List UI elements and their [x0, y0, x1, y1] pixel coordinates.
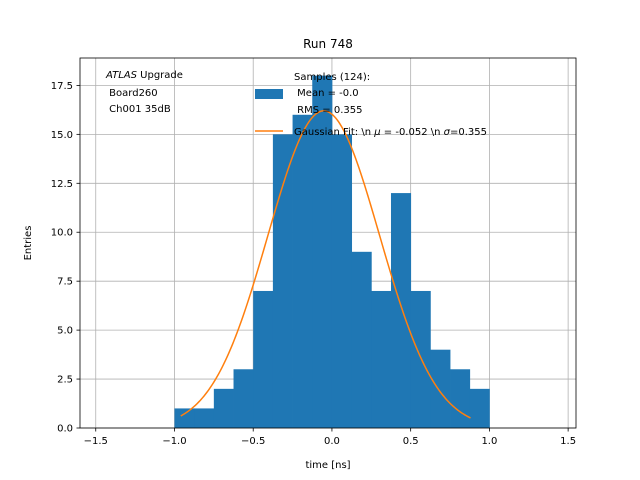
annotation-line-2: Board260 [106, 88, 158, 99]
histogram-bar [213, 388, 234, 428]
histogram-bar [351, 251, 372, 428]
plot-frame [79, 57, 577, 429]
x-tick-label: 0.5 [403, 436, 419, 447]
histogram-bar [371, 290, 392, 428]
y-tick-label: 17.5 [51, 81, 73, 92]
annotation-experiment: ATLAS [105, 70, 138, 81]
legend-fit-label-middle: = -0.052 \n [381, 127, 444, 138]
legend-histogram-line-3: RMS = 0.355 [294, 105, 362, 116]
legend-fit-label-suffix: =0.355 [450, 127, 487, 138]
histogram-bar [253, 290, 274, 428]
annotation-experiment-suffix: Upgrade [137, 70, 183, 81]
x-tick-label: 1.5 [560, 436, 576, 447]
annotation-box: ATLAS Upgrade Board260 Ch001 35dB [105, 70, 183, 115]
histogram-bar [390, 193, 412, 428]
legend-histogram-line-1: Samples (124): [294, 72, 370, 83]
x-tick-label: −1.5 [84, 436, 108, 447]
histogram-bar [430, 349, 451, 428]
legend-fit-label-prefix: Gaussian Fit: \n [294, 127, 374, 138]
y-tick-label: 7.5 [57, 277, 73, 288]
histogram-bars [174, 75, 490, 428]
annotation-line-1: ATLAS Upgrade [105, 70, 183, 81]
histogram-bar [174, 408, 195, 428]
legend-fit-label: Gaussian Fit: \n μ = -0.052 \n σ=0.355 [294, 127, 487, 138]
histogram-bar [469, 388, 490, 428]
legend: Samples (124): Mean = -0.0 RMS = 0.355 G… [255, 72, 487, 138]
histogram-bar [292, 114, 313, 428]
legend-histogram-line-2: Mean = -0.0 [294, 88, 359, 99]
histogram-bar [331, 134, 353, 428]
histogram-bar [312, 75, 333, 428]
axis-ticks: −1.5 −1.0 −0.5 0.0 0.5 1.0 1.5 0.0 2.5 5.0 7.5 10.0… [51, 81, 576, 447]
y-tick-label: 0.0 [57, 424, 73, 435]
histogram-bar [233, 369, 254, 428]
histogram-bar [272, 134, 293, 428]
chart-title: Run 748 [303, 37, 353, 51]
gaussian-fit-curve [180, 110, 471, 419]
y-tick-label: 10.0 [51, 228, 73, 239]
legend-histogram-swatch [255, 89, 283, 99]
y-tick-label: 12.5 [51, 179, 73, 190]
legend-fit-sigma-symbol: σ [444, 127, 451, 138]
x-tick-label: 0.0 [324, 436, 340, 447]
x-tick-label: −1.0 [162, 436, 186, 447]
x-tick-label: −0.5 [241, 436, 265, 447]
histogram-bar [450, 369, 471, 428]
x-axis-label: time [ns] [305, 460, 350, 471]
y-axis-label: Entries [23, 226, 34, 261]
histogram-bar [194, 408, 215, 428]
y-tick-label: 15.0 [51, 130, 73, 141]
y-tick-label: 2.5 [57, 375, 73, 386]
annotation-line-3: Ch001 35dB [106, 104, 171, 115]
y-tick-label: 5.0 [57, 326, 73, 337]
histogram-bar [410, 290, 431, 428]
legend-fit-mu-symbol: μ [373, 127, 380, 138]
x-tick-label: 1.0 [481, 436, 497, 447]
